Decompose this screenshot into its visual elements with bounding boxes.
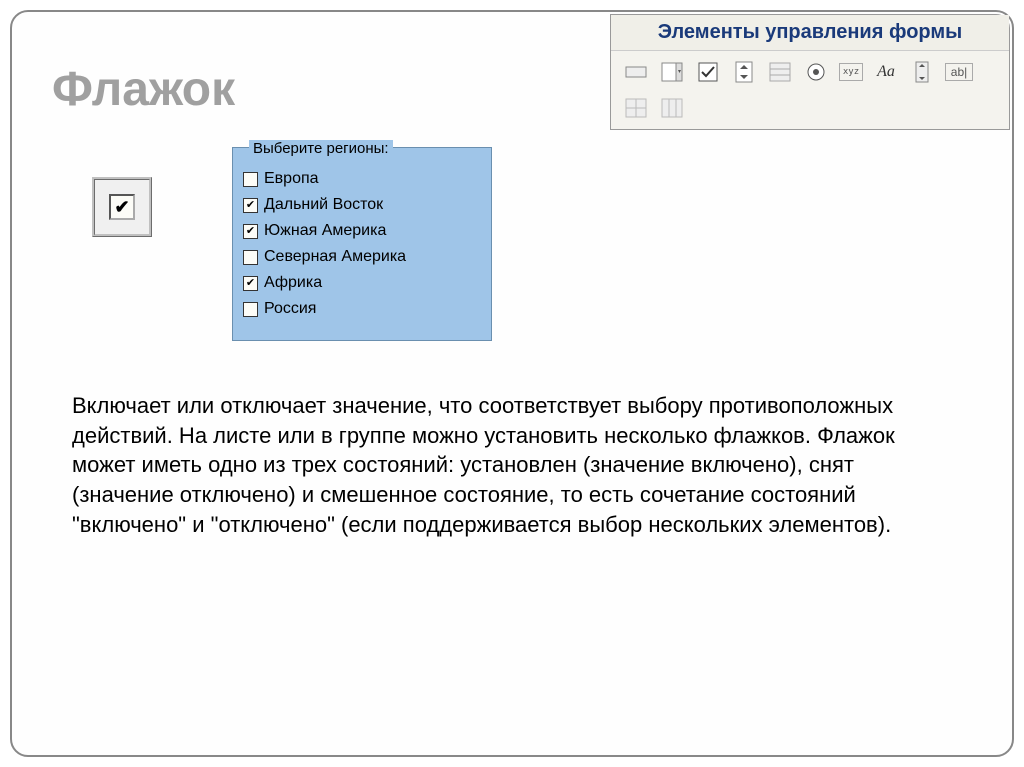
form-controls-panel: Элементы управления формы xyz Aa [610, 14, 1010, 130]
region-item: Африка [243, 274, 481, 292]
region-item: Южная Америка [243, 222, 481, 240]
region-label: Россия [264, 300, 316, 318]
panel-icons-row: xyz Aa ab| [611, 51, 1009, 129]
textbox-ab-icon[interactable]: ab| [945, 63, 973, 81]
region-label: Европа [264, 170, 319, 188]
slide-frame: Элементы управления формы xyz Aa [10, 10, 1014, 757]
region-item: Россия [243, 300, 481, 318]
spinner-icon[interactable] [731, 59, 757, 85]
main-row: ✔ Выберите регионы: ЕвропаДальний Восток… [92, 147, 972, 341]
button-control-icon[interactable] [623, 59, 649, 85]
single-checkbox[interactable]: ✔ [109, 194, 135, 220]
region-group: Выберите регионы: ЕвропаДальний ВостокЮж… [232, 147, 492, 341]
label-xyz-icon[interactable]: xyz [839, 63, 863, 81]
font-aa-icon[interactable]: Aa [873, 59, 899, 85]
region-checkbox[interactable] [243, 302, 258, 317]
region-label: Дальний Восток [264, 196, 383, 214]
description-text: Включает или отключает значение, что соо… [72, 391, 952, 539]
grid2-icon[interactable] [659, 95, 685, 121]
scrollbar-icon[interactable] [909, 59, 935, 85]
region-item: Дальний Восток [243, 196, 481, 214]
grid1-icon[interactable] [623, 95, 649, 121]
region-label: Африка [264, 274, 322, 292]
region-label: Южная Америка [264, 222, 386, 240]
radio-icon[interactable] [803, 59, 829, 85]
panel-header: Элементы управления формы [611, 15, 1009, 51]
listbox-icon[interactable] [767, 59, 793, 85]
single-checkbox-frame: ✔ [92, 177, 152, 237]
region-item: Европа [243, 170, 481, 188]
region-checkbox[interactable] [243, 250, 258, 265]
region-label: Северная Америка [264, 248, 406, 266]
checkbox-control-icon[interactable] [695, 59, 721, 85]
combobox-icon[interactable] [659, 59, 685, 85]
region-group-legend: Выберите регионы: [249, 140, 393, 157]
region-item: Северная Америка [243, 248, 481, 266]
region-checkbox[interactable] [243, 224, 258, 239]
region-checkbox[interactable] [243, 198, 258, 213]
region-checkbox[interactable] [243, 172, 258, 187]
region-checkbox[interactable] [243, 276, 258, 291]
